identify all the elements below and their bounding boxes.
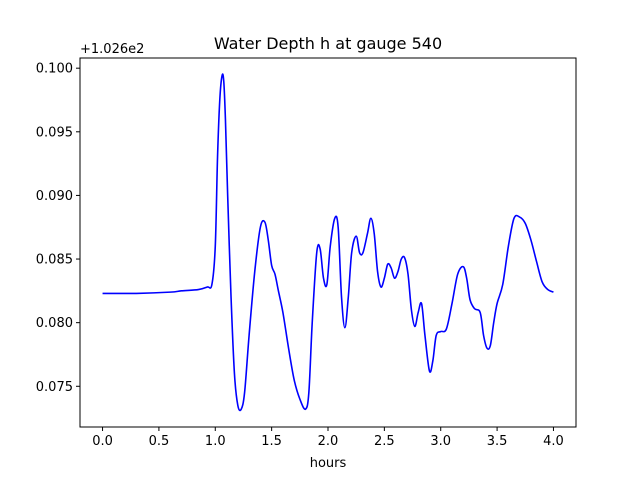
x-tick-label: 2.0 <box>318 434 339 449</box>
plot-area <box>102 73 554 412</box>
x-tick-label: 0.0 <box>92 434 113 449</box>
x-tick-label: 1.5 <box>261 434 282 449</box>
chart-title: Water Depth h at gauge 540 <box>214 34 442 53</box>
x-tick-label: 3.5 <box>487 434 508 449</box>
y-tick-label: 0.095 <box>36 125 73 140</box>
x-tick-label: 4.0 <box>543 434 564 449</box>
series-line-0 <box>102 73 554 412</box>
y-tick-label: 0.080 <box>36 316 73 331</box>
x-axis-label: hours <box>310 456 347 471</box>
x-tick-label: 0.5 <box>149 434 170 449</box>
y-tick-label: 0.075 <box>36 380 73 395</box>
x-tick-label: 1.0 <box>205 434 226 449</box>
x-tick-label: 2.5 <box>374 434 395 449</box>
y-tick-label: 0.085 <box>36 253 73 268</box>
y-tick-label: 0.100 <box>36 62 73 77</box>
y-tick-label: 0.090 <box>36 189 73 204</box>
x-tick-label: 3.0 <box>430 434 451 449</box>
y-offset-label: +1.026e2 <box>80 42 144 57</box>
